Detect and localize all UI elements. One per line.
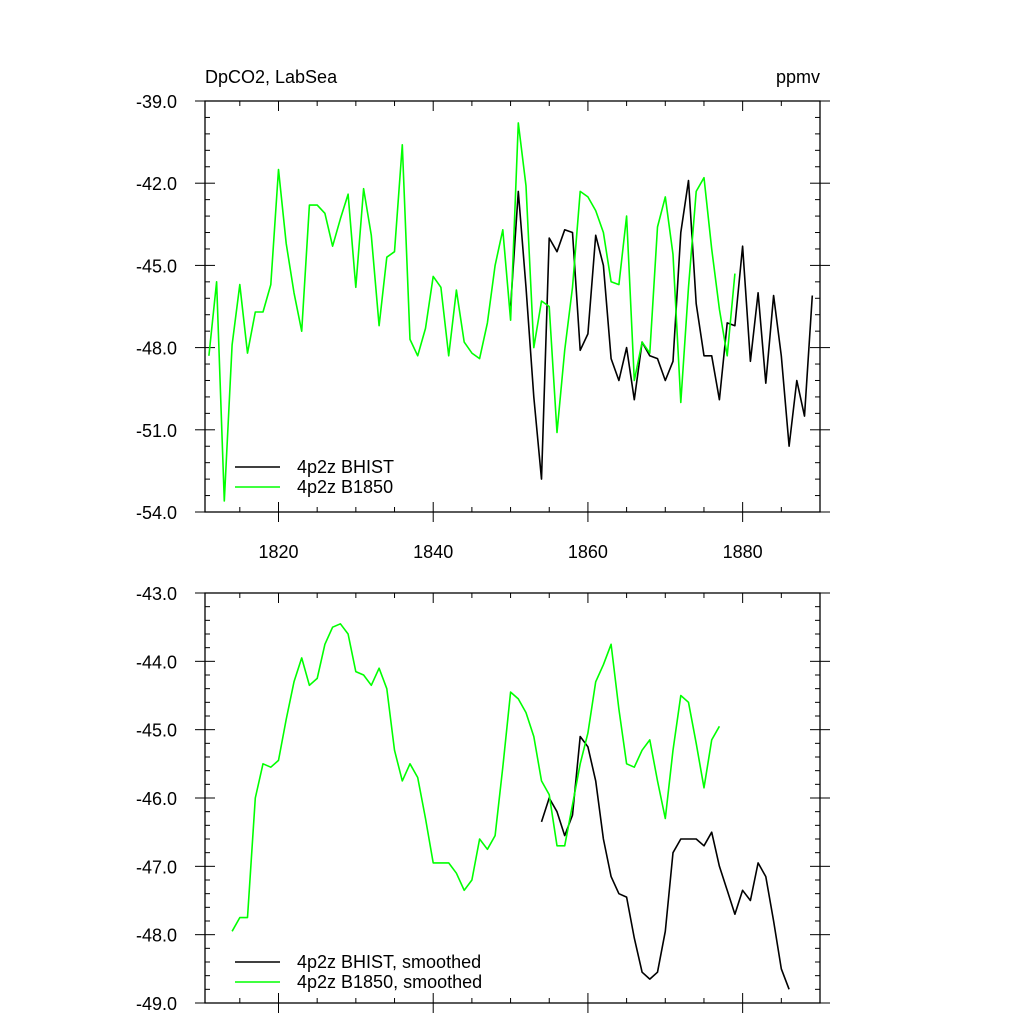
y-tick-label: -39.0 bbox=[136, 92, 177, 112]
top-chart-units: ppmv bbox=[776, 67, 820, 87]
top-chart-title: DpCO2, LabSea bbox=[205, 67, 338, 87]
y-tick-label: -43.0 bbox=[136, 584, 177, 604]
series-line-0 bbox=[540, 735, 790, 990]
y-tick-label: -47.0 bbox=[136, 857, 177, 877]
y-tick-label: -42.0 bbox=[136, 174, 177, 194]
top-ticks: 1820 1840 1860 1880 -54.0 -51.0 -48.0 -45.0 -42.… bbox=[136, 92, 830, 562]
legend-label: 4p2z B1850 bbox=[297, 477, 393, 497]
y-tick-label: -54.0 bbox=[136, 503, 177, 523]
y-tick-label: -48.0 bbox=[136, 339, 177, 359]
y-tick-label: -45.0 bbox=[136, 721, 177, 741]
series-line-0 bbox=[509, 179, 814, 480]
y-tick-label: -49.0 bbox=[136, 994, 177, 1014]
y-tick-label: -44.0 bbox=[136, 652, 177, 672]
x-tick-label: 1820 bbox=[258, 542, 298, 562]
series-line-1 bbox=[208, 122, 736, 502]
legend-label: 4p2z BHIST bbox=[297, 457, 394, 477]
legend-label: 4p2z B1850, smoothed bbox=[297, 972, 482, 992]
top-chart: DpCO2, LabSea ppmv 1820 1840 1860 1880 -54.0… bbox=[136, 67, 830, 562]
x-tick-label: 1840 bbox=[413, 542, 453, 562]
series-line-1 bbox=[231, 622, 721, 932]
y-tick-label: -45.0 bbox=[136, 256, 177, 276]
x-tick-label: 1880 bbox=[723, 542, 763, 562]
legend-label: 4p2z BHIST, smoothed bbox=[297, 952, 481, 972]
y-tick-label: -46.0 bbox=[136, 789, 177, 809]
top-plot-frame bbox=[204, 100, 821, 513]
y-tick-label: -51.0 bbox=[136, 421, 177, 441]
bottom-plot-frame bbox=[204, 592, 821, 1004]
x-tick-label: 1860 bbox=[568, 542, 608, 562]
bottom-ticks: -49.0 -48.0 -47.0 -46.0 -45.0 -44.0 -43.0 bbox=[136, 584, 830, 1014]
y-tick-label: -48.0 bbox=[136, 926, 177, 946]
bottom-chart: -49.0 -48.0 -47.0 -46.0 -45.0 -44.0 -43.0 4p2z… bbox=[136, 584, 830, 1014]
top-series bbox=[208, 122, 814, 502]
bottom-series bbox=[231, 622, 790, 990]
